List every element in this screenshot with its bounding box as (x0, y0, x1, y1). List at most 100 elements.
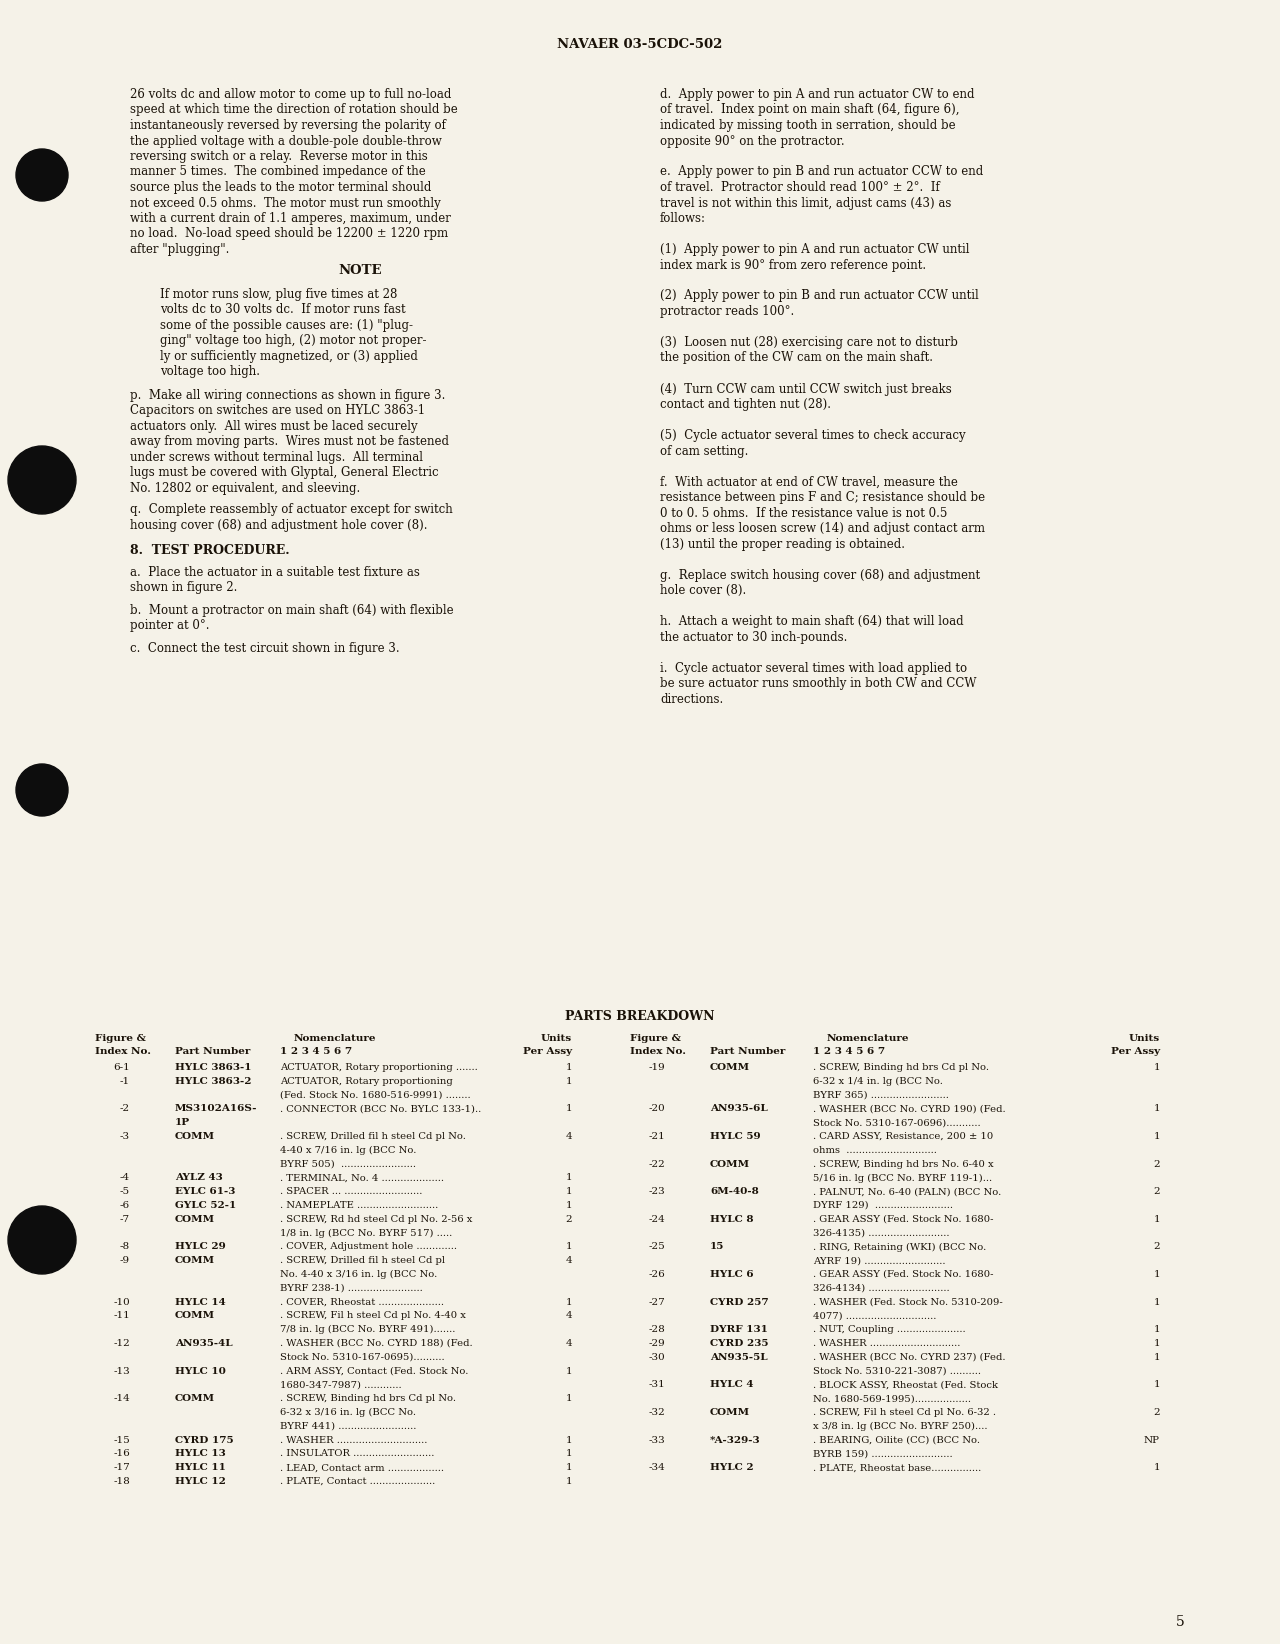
Text: Stock No. 5310-167-0696)...........: Stock No. 5310-167-0696)........... (813, 1118, 980, 1128)
Text: 1: 1 (1153, 1271, 1160, 1279)
Text: 1: 1 (566, 1435, 572, 1445)
Text: -11: -11 (113, 1312, 131, 1320)
Text: Per Assy: Per Assy (1111, 1047, 1160, 1055)
Text: . CONNECTOR (BCC No. BYLC 133-1)..: . CONNECTOR (BCC No. BYLC 133-1).. (280, 1105, 481, 1113)
Text: . WASHER (BCC No. CYRD 237) (Fed.: . WASHER (BCC No. CYRD 237) (Fed. (813, 1353, 1006, 1361)
Text: . GEAR ASSY (Fed. Stock No. 1680-: . GEAR ASSY (Fed. Stock No. 1680- (813, 1215, 993, 1223)
Text: -5: -5 (120, 1187, 131, 1197)
Text: . WASHER .............................: . WASHER ............................. (280, 1435, 428, 1445)
Text: 1: 1 (566, 1105, 572, 1113)
Text: with a current drain of 1.1 amperes, maximum, under: with a current drain of 1.1 amperes, max… (131, 212, 451, 225)
Text: -19: -19 (648, 1064, 666, 1072)
Text: 26 volts dc and allow motor to come up to full no-load: 26 volts dc and allow motor to come up t… (131, 89, 452, 100)
Text: source plus the leads to the motor terminal should: source plus the leads to the motor termi… (131, 181, 431, 194)
Text: 4-40 x 7/16 in. lg (BCC No.: 4-40 x 7/16 in. lg (BCC No. (280, 1146, 416, 1156)
Text: 1: 1 (1153, 1353, 1160, 1361)
Text: -2: -2 (120, 1105, 131, 1113)
Text: 7/8 in. lg (BCC No. BYRF 491).......: 7/8 in. lg (BCC No. BYRF 491)....... (280, 1325, 456, 1335)
Text: COMM: COMM (710, 1159, 750, 1169)
Text: voltage too high.: voltage too high. (160, 365, 260, 378)
Text: COMM: COMM (175, 1312, 215, 1320)
Text: No. 4-40 x 3/16 in. lg (BCC No.: No. 4-40 x 3/16 in. lg (BCC No. (280, 1271, 438, 1279)
Text: -24: -24 (648, 1215, 666, 1223)
Text: -22: -22 (648, 1159, 666, 1169)
Text: ging" voltage too high, (2) motor not proper-: ging" voltage too high, (2) motor not pr… (160, 334, 426, 347)
Text: . BLOCK ASSY, Rheostat (Fed. Stock: . BLOCK ASSY, Rheostat (Fed. Stock (813, 1381, 998, 1389)
Text: If motor runs slow, plug five times at 28: If motor runs slow, plug five times at 2… (160, 288, 397, 301)
Text: -7: -7 (120, 1215, 131, 1223)
Text: . NUT, Coupling ......................: . NUT, Coupling ...................... (813, 1325, 965, 1335)
Text: -3: -3 (120, 1133, 131, 1141)
Text: -6: -6 (120, 1202, 131, 1210)
Text: 4: 4 (566, 1338, 572, 1348)
Text: the applied voltage with a double-pole double-throw: the applied voltage with a double-pole d… (131, 135, 442, 148)
Text: travel is not within this limit, adjust cams (43) as: travel is not within this limit, adjust … (660, 197, 951, 209)
Text: 1 2 3 4 5 6 7: 1 2 3 4 5 6 7 (280, 1047, 352, 1055)
Text: 0 to 0. 5 ohms.  If the resistance value is not 0.5: 0 to 0. 5 ohms. If the resistance value … (660, 506, 947, 520)
Text: -29: -29 (648, 1338, 666, 1348)
Text: i.  Cycle actuator several times with load applied to: i. Cycle actuator several times with loa… (660, 661, 968, 674)
Text: -16: -16 (113, 1450, 131, 1458)
Text: index mark is 90° from zero reference point.: index mark is 90° from zero reference po… (660, 258, 927, 271)
Text: COMM: COMM (710, 1064, 750, 1072)
Text: HYLC 4: HYLC 4 (710, 1381, 754, 1389)
Text: . INSULATOR ..........................: . INSULATOR .......................... (280, 1450, 434, 1458)
Text: . NAMEPLATE ..........................: . NAMEPLATE .......................... (280, 1202, 438, 1210)
Text: Per Assy: Per Assy (522, 1047, 572, 1055)
Text: BYRF 441) .........................: BYRF 441) ......................... (280, 1422, 416, 1430)
Text: HYLC 59: HYLC 59 (710, 1133, 760, 1141)
Text: HYLC 2: HYLC 2 (710, 1463, 754, 1471)
Text: . SCREW, Fil h steel Cd pl No. 4-40 x: . SCREW, Fil h steel Cd pl No. 4-40 x (280, 1312, 466, 1320)
Text: -31: -31 (648, 1381, 666, 1389)
Text: CYRD 257: CYRD 257 (710, 1297, 768, 1307)
Text: -17: -17 (113, 1463, 131, 1471)
Text: . SCREW, Binding hd brs Cd pl No.: . SCREW, Binding hd brs Cd pl No. (813, 1064, 989, 1072)
Text: -25: -25 (648, 1243, 666, 1251)
Text: x 3/8 in. lg (BCC No. BYRF 250)....: x 3/8 in. lg (BCC No. BYRF 250).... (813, 1422, 987, 1430)
Text: not exceed 0.5 ohms.  The motor must run smoothly: not exceed 0.5 ohms. The motor must run … (131, 197, 440, 209)
Text: e.  Apply power to pin B and run actuator CCW to end: e. Apply power to pin B and run actuator… (660, 166, 983, 179)
Text: HYLC 8: HYLC 8 (710, 1215, 754, 1223)
Text: HYLC 12: HYLC 12 (175, 1476, 225, 1486)
Text: h.  Attach a weight to main shaft (64) that will load: h. Attach a weight to main shaft (64) th… (660, 615, 964, 628)
Text: DYRF 131: DYRF 131 (710, 1325, 768, 1335)
Text: COMM: COMM (175, 1256, 215, 1266)
Text: shown in figure 2.: shown in figure 2. (131, 582, 237, 595)
Text: 1 2 3 4 5 6 7: 1 2 3 4 5 6 7 (813, 1047, 886, 1055)
Text: -26: -26 (648, 1271, 666, 1279)
Text: HYLC 13: HYLC 13 (175, 1450, 225, 1458)
Text: 4: 4 (566, 1312, 572, 1320)
Text: -33: -33 (648, 1435, 666, 1445)
Text: lugs must be covered with Glyptal, General Electric: lugs must be covered with Glyptal, Gener… (131, 467, 439, 480)
Text: housing cover (68) and adjustment hole cover (8).: housing cover (68) and adjustment hole c… (131, 520, 428, 531)
Text: the actuator to 30 inch-pounds.: the actuator to 30 inch-pounds. (660, 631, 847, 643)
Text: (13) until the proper reading is obtained.: (13) until the proper reading is obtaine… (660, 538, 905, 551)
Text: 4: 4 (566, 1133, 572, 1141)
Text: some of the possible causes are: (1) "plug-: some of the possible causes are: (1) "pl… (160, 319, 413, 332)
Text: (4)  Turn CCW cam until CCW switch just breaks: (4) Turn CCW cam until CCW switch just b… (660, 383, 952, 396)
Text: of travel.  Protractor should read 100° ± 2°.  If: of travel. Protractor should read 100° ±… (660, 181, 940, 194)
Text: . COVER, Rheostat .....................: . COVER, Rheostat ..................... (280, 1297, 444, 1307)
Text: under screws without terminal lugs.  All terminal: under screws without terminal lugs. All … (131, 450, 422, 464)
Text: 5/16 in. lg (BCC No. BYRF 119-1)...: 5/16 in. lg (BCC No. BYRF 119-1)... (813, 1174, 992, 1182)
Text: 1: 1 (566, 1174, 572, 1182)
Text: . SCREW, Drilled fil h steel Cd pl: . SCREW, Drilled fil h steel Cd pl (280, 1256, 445, 1266)
Text: after "plugging".: after "plugging". (131, 243, 229, 256)
Text: -15: -15 (113, 1435, 131, 1445)
Text: ohms  .............................: ohms ............................. (813, 1146, 937, 1154)
Text: . SCREW, Fil h steel Cd pl No. 6-32 .: . SCREW, Fil h steel Cd pl No. 6-32 . (813, 1407, 996, 1417)
Text: (5)  Cycle actuator several times to check accuracy: (5) Cycle actuator several times to chec… (660, 429, 965, 442)
Text: . PALNUT, No. 6-40 (PALN) (BCC No.: . PALNUT, No. 6-40 (PALN) (BCC No. (813, 1187, 1001, 1197)
Text: Index No.: Index No. (95, 1047, 151, 1055)
Text: ACTUATOR, Rotary proportioning .......: ACTUATOR, Rotary proportioning ....... (280, 1064, 477, 1072)
Text: 4077) .............................: 4077) ............................. (813, 1312, 937, 1320)
Text: -14: -14 (113, 1394, 131, 1404)
Text: . WASHER (BCC No. CYRD 190) (Fed.: . WASHER (BCC No. CYRD 190) (Fed. (813, 1105, 1006, 1113)
Text: 1680-347-7987) ............: 1680-347-7987) ............ (280, 1381, 402, 1389)
Text: 1: 1 (1153, 1105, 1160, 1113)
Text: HYLC 14: HYLC 14 (175, 1297, 225, 1307)
Text: *A-329-3: *A-329-3 (710, 1435, 760, 1445)
Text: . GEAR ASSY (Fed. Stock No. 1680-: . GEAR ASSY (Fed. Stock No. 1680- (813, 1271, 993, 1279)
Circle shape (8, 446, 76, 515)
Text: . WASHER (BCC No. CYRD 188) (Fed.: . WASHER (BCC No. CYRD 188) (Fed. (280, 1338, 472, 1348)
